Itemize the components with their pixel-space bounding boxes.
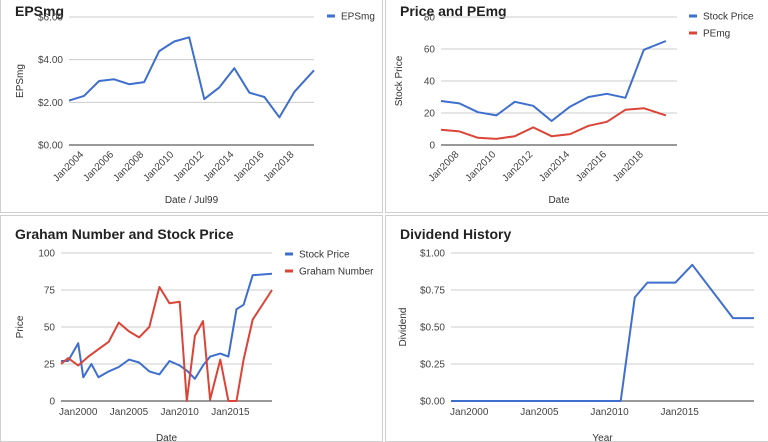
- y-axis-title: EPSmg: [15, 64, 26, 98]
- y-tick-label: $0.25: [420, 360, 445, 371]
- x-tick-label: Jan2006: [81, 149, 116, 184]
- x-tick-label: Jan2000: [59, 407, 98, 418]
- stock-price-line: [440, 40, 667, 122]
- x-tick-label: Jan2010: [141, 149, 176, 184]
- graham-number-line: [60, 286, 273, 402]
- y-tick-label: 80: [424, 13, 436, 24]
- y-tick-label: $2.00: [38, 98, 63, 109]
- legend-label-stock-price: Stock Price: [703, 12, 754, 23]
- x-axis-title: Date: [156, 433, 178, 441]
- x-tick-label: Jan2010: [161, 407, 200, 418]
- graham-chart-panel: Graham Number and Stock Price 0 25 50 75 100…: [0, 215, 383, 442]
- y-axis-title: Dividend: [398, 308, 409, 347]
- y-tick-label: $0.00: [38, 141, 63, 152]
- x-tick-label: Jan2016: [232, 149, 267, 184]
- x-tick-label: Jan2008: [111, 149, 146, 184]
- y-tick-label: $0.00: [420, 397, 445, 408]
- price-chart-panel: Price and PEmg 0 20 40 60 80 Jan2008 Jan2010 Ja…: [385, 0, 768, 213]
- y-tick-label: 0: [429, 141, 435, 152]
- stock-price-line: [61, 272, 273, 380]
- graham-chart-title: Graham Number and Stock Price: [15, 226, 234, 242]
- y-axis-title: Stock Price: [394, 55, 405, 106]
- y-tick-label: 60: [424, 45, 436, 56]
- x-tick-label: Jan2015: [211, 407, 250, 418]
- x-axis-title: Date: [548, 195, 570, 206]
- x-tick-label: Jan2004: [51, 149, 86, 184]
- eps-chart-panel: EPSmg $0.00 $2.00 $4.00 $6.00 Jan2004 Jan2006…: [0, 0, 383, 213]
- legend-label-epsmg: EPSmg: [341, 12, 375, 23]
- x-tick-label: Jan2014: [202, 149, 237, 184]
- x-tick-label: Jan2005: [520, 407, 559, 418]
- y-tick-label: $0.75: [420, 286, 445, 297]
- legend-label-graham-number: Graham Number: [299, 267, 374, 278]
- dividend-chart-panel: Dividend History $0.00 $0.25 $0.50 $0.75 $1.…: [385, 215, 768, 442]
- y-tick-label: 20: [424, 109, 436, 120]
- x-tick-label: Jan2008: [427, 149, 462, 184]
- dividend-chart-title: Dividend History: [400, 226, 512, 242]
- y-tick-label: 100: [38, 249, 55, 260]
- eps-chart-title: EPSmg: [15, 3, 65, 19]
- legend-label-stock-price: Stock Price: [299, 250, 350, 261]
- y-tick-label: $0.50: [420, 323, 445, 334]
- series-line: [451, 263, 754, 402]
- y-tick-label: $6.00: [38, 13, 63, 24]
- y-tick-label: 40: [424, 77, 436, 88]
- x-tick-label: Jan2018: [262, 149, 297, 184]
- x-tick-label: Jan2005: [110, 407, 149, 418]
- dividend-chart: $0.00 $0.25 $0.50 $0.75 $1.00 Jan2000 Jan2005 J…: [398, 249, 754, 441]
- y-axis-title: Price: [15, 315, 26, 338]
- y-tick-label: $4.00: [38, 55, 63, 66]
- price-chart-title: Price and PEmg: [400, 3, 507, 19]
- y-tick-label: $1.00: [420, 249, 445, 260]
- x-tick-label: Jan2014: [537, 149, 572, 184]
- x-tick-label: Jan2016: [574, 149, 609, 184]
- y-tick-label: 50: [44, 323, 56, 334]
- graham-chart: 0 25 50 75 100 Jan2000 Jan2005 Jan2010 Jan2015 Pr…: [15, 249, 374, 442]
- x-tick-label: Jan2010: [464, 149, 499, 184]
- legend-label-pemg: PEmg: [703, 29, 730, 40]
- pemg-line: [440, 107, 667, 140]
- x-tick-label: Jan2000: [450, 407, 489, 418]
- x-tick-label: Jan2018: [611, 149, 646, 184]
- x-tick-label: Jan2015: [660, 407, 699, 418]
- epsmg-line: [68, 36, 315, 119]
- y-tick-label: 0: [49, 397, 55, 408]
- eps-chart: $0.00 $2.00 $4.00 $6.00 Jan2004Jan2006Jan200…: [15, 12, 375, 207]
- x-tick-label: Jan2012: [171, 149, 206, 184]
- x-axis-title: Year: [592, 433, 613, 441]
- y-tick-label: 75: [44, 286, 56, 297]
- y-tick-label: 25: [44, 360, 56, 371]
- x-axis-title: Date / Jul99: [165, 195, 219, 206]
- x-tick-label: Jan2010: [590, 407, 629, 418]
- x-tick-label: Jan2012: [500, 149, 535, 184]
